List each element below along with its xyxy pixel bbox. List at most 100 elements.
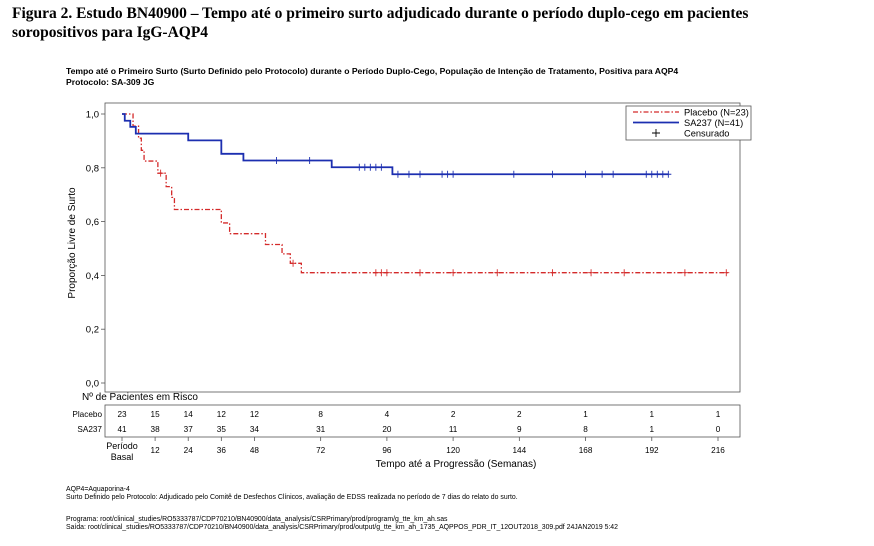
y-tick-label: 0,4 (86, 271, 99, 282)
legend-plus-symbol (652, 129, 660, 137)
x-tick-label: 216 (711, 446, 725, 455)
censor-mark (549, 269, 556, 277)
censor-mark (621, 269, 628, 277)
x-tick-label: 168 (579, 446, 593, 455)
figure-heading-line1: Figura 2. Estudo BN40900 – Tempo até o p… (12, 5, 749, 22)
legend: Placebo (N=23)SA237 (N=41)Censurado (625, 105, 752, 141)
x-tick-label: 24 (184, 446, 194, 455)
y-tick-label: 0,6 (86, 217, 99, 228)
censor-mark (450, 170, 457, 178)
x-tick-label: 72 (316, 446, 326, 455)
footnote-abbrev: AQP4=Aquaporina-4 (66, 486, 130, 493)
series-placebo (122, 113, 730, 277)
at-risk-count: 0 (716, 425, 721, 434)
censor-mark (157, 169, 164, 177)
censor-mark (610, 170, 617, 178)
censor-mark (648, 170, 655, 178)
censor-mark (659, 170, 666, 178)
figure-heading: Figura 2. Estudo BN40900 – Tempo até o p… (12, 4, 862, 42)
y-tick-label: 0,0 (86, 379, 99, 390)
at-risk-count: 1 (716, 410, 721, 419)
censor-mark (681, 269, 688, 277)
x-tick-label: 48 (250, 446, 260, 455)
at-risk-count: 11 (449, 425, 458, 434)
x-axis-label: Tempo até a Progressão (Semanas) (376, 459, 537, 470)
baseline-label-line2: Basal (111, 452, 134, 462)
censor-mark (378, 269, 385, 277)
legend-label: SA237 (N=41) (684, 118, 743, 128)
at-risk-count: 12 (217, 410, 227, 419)
figure-heading-line2: soropositivos para IgG-AQP4 (12, 24, 209, 41)
baseline-label-line1: Período (106, 441, 138, 451)
censor-mark (439, 170, 446, 178)
legend-label: Censurado (684, 128, 729, 138)
at-risk-count: 35 (217, 425, 227, 434)
at-risk-count: 41 (117, 425, 127, 434)
at-risk-count: 1 (583, 410, 588, 419)
chart-title: Tempo até o Primeiro Surto (Surto Defini… (66, 66, 846, 87)
censor-mark (444, 170, 451, 178)
x-tick-label: 192 (645, 446, 659, 455)
censor-mark (290, 259, 297, 267)
y-tick-label: 0,2 (86, 325, 99, 336)
censor-mark (588, 269, 595, 277)
censor-mark (654, 170, 661, 178)
at-risk-count: 31 (316, 425, 326, 434)
at-risk-count: 2 (451, 410, 456, 419)
censor-mark (599, 170, 606, 178)
at-risk-count: 12 (250, 410, 260, 419)
censor-mark (549, 170, 556, 178)
at-risk-title: Nº de Pacientes em Risco (82, 392, 198, 403)
survival-curve-sa237 (122, 113, 669, 176)
footnote-program: Programa: root/clinical_studies/RO533378… (66, 516, 448, 523)
censor-mark (582, 170, 589, 178)
censor-mark (372, 163, 379, 171)
at-risk-count: 1 (649, 410, 654, 419)
at-risk-count: 4 (385, 410, 390, 419)
censor-mark (383, 269, 390, 277)
censor-mark (723, 269, 730, 277)
censor-mark (356, 163, 363, 171)
chart-title-line2: Protocolo: SA-309 JG (66, 76, 155, 87)
at-risk-table-frame (104, 404, 741, 438)
censor-mark (378, 163, 385, 171)
censor-mark (494, 269, 501, 277)
censor-mark (306, 157, 313, 165)
censor-mark (450, 269, 457, 277)
chart-title-line1: Tempo até o Primeiro Surto (Surto Defini… (66, 66, 679, 76)
at-risk-row-label: SA237 (77, 425, 102, 434)
at-risk-count: 20 (382, 425, 392, 434)
y-axis-label: Proporção Livre de Surto (67, 187, 78, 299)
x-tick-label: 120 (446, 446, 460, 455)
y-axis: 0,0 0,2 0,4 0,6 0,8 1,0 (86, 110, 105, 390)
series-sa237 (122, 113, 672, 178)
censor-mark (417, 170, 423, 178)
at-risk-count: 9 (517, 425, 522, 434)
at-risk-count: 1 (649, 425, 654, 434)
x-tick-label: 36 (217, 446, 227, 455)
censor-mark (367, 163, 374, 171)
survival-curve-placebo (122, 113, 730, 274)
at-risk-count: 38 (151, 425, 161, 434)
at-risk-count: 23 (117, 410, 127, 419)
series-layer (122, 113, 730, 277)
at-risk-count: 15 (151, 410, 161, 419)
at-risk-count: 37 (184, 425, 194, 434)
at-risk-count: 8 (583, 425, 588, 434)
at-risk-row-label: Placebo (72, 410, 102, 419)
censor-mark (273, 157, 280, 165)
at-risk-count: 2 (517, 410, 522, 419)
plot-frame (104, 102, 741, 393)
at-risk-count: 8 (318, 410, 323, 419)
at-risk-count: 14 (184, 410, 194, 419)
at-risk-count: 34 (250, 425, 260, 434)
censor-mark (417, 269, 423, 277)
censor-mark (665, 170, 672, 178)
x-tick-label: 96 (382, 446, 392, 455)
x-tick-label: 144 (512, 446, 526, 455)
censor-mark (394, 170, 401, 178)
censor-mark (510, 170, 517, 178)
footnote-definition: Surto Definido pelo Protocolo: Adjudicad… (66, 494, 518, 501)
